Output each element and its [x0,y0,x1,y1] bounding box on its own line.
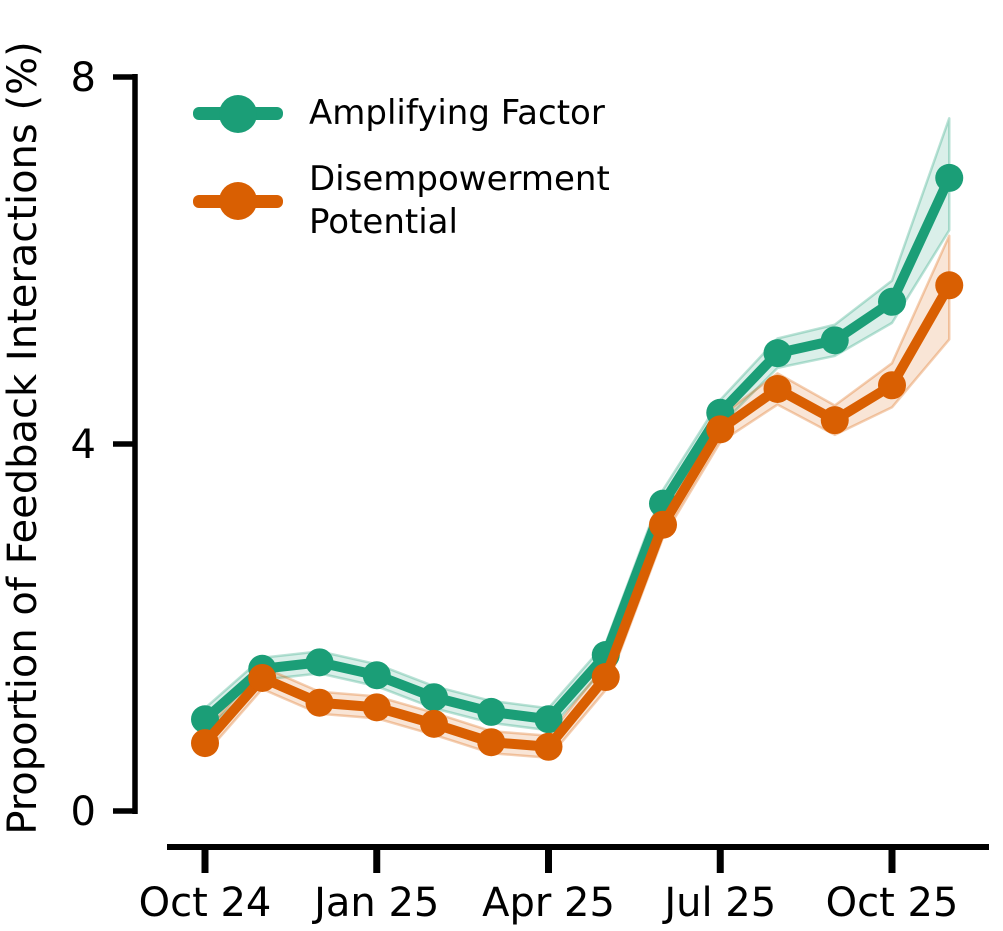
legend-item-amplifying-factor: Amplifying Factor [193,92,610,136]
data-point-disempowerment-potential [706,415,735,444]
data-point-amplifying-factor [362,661,391,690]
y-axis-label: Proportion of Feedback Interactions (%) [0,41,46,835]
x-tick-label: Oct 24 [139,880,272,926]
data-point-disempowerment-potential [477,728,506,757]
data-point-disempowerment-potential [591,663,620,692]
legend: Amplifying Factor Disempowerment Potenti… [193,92,610,245]
data-point-disempowerment-potential [191,729,219,758]
data-point-disempowerment-potential [649,510,677,539]
data-point-disempowerment-potential [362,693,391,722]
data-point-disempowerment-potential [935,271,964,300]
data-point-disempowerment-potential [420,709,448,738]
legend-label: Amplifying Factor [309,93,605,133]
confidence-band-disempowerment-potential [203,234,951,760]
legend-line-dot-icon [193,182,283,221]
y-tick-label: 8 [71,55,96,101]
x-tick-label: Oct 25 [826,880,959,926]
legend-dot-icon [219,94,257,133]
data-point-disempowerment-potential [248,663,277,692]
data-point-amplifying-factor [477,697,506,726]
data-point-amplifying-factor [305,648,334,677]
data-point-amplifying-factor [878,287,906,316]
data-point-disempowerment-potential [820,406,849,435]
legend-dot-icon [219,182,257,221]
x-tick-label: Jul 25 [661,880,776,926]
data-point-amplifying-factor [763,339,792,368]
x-tick-label: Jan 25 [311,880,439,926]
y-tick-label: 0 [71,789,96,835]
data-point-amplifying-factor [820,326,849,355]
data-point-disempowerment-potential [763,374,792,403]
data-point-disempowerment-potential [534,732,563,761]
x-tick-label: Apr 25 [482,880,615,926]
y-tick-label: 4 [71,422,96,468]
data-point-amplifying-factor [935,163,964,192]
legend-label: Disempowerment Potential [309,158,610,243]
data-point-amplifying-factor [534,705,563,734]
data-point-disempowerment-potential [878,371,906,400]
data-point-amplifying-factor [191,705,219,734]
legend-item-disempowerment-potential: Disempowerment Potential [193,158,610,245]
data-point-disempowerment-potential [305,688,334,717]
data-point-amplifying-factor [420,683,448,712]
series-line-amplifying-factor [200,172,955,725]
legend-line-dot-icon [193,94,283,133]
